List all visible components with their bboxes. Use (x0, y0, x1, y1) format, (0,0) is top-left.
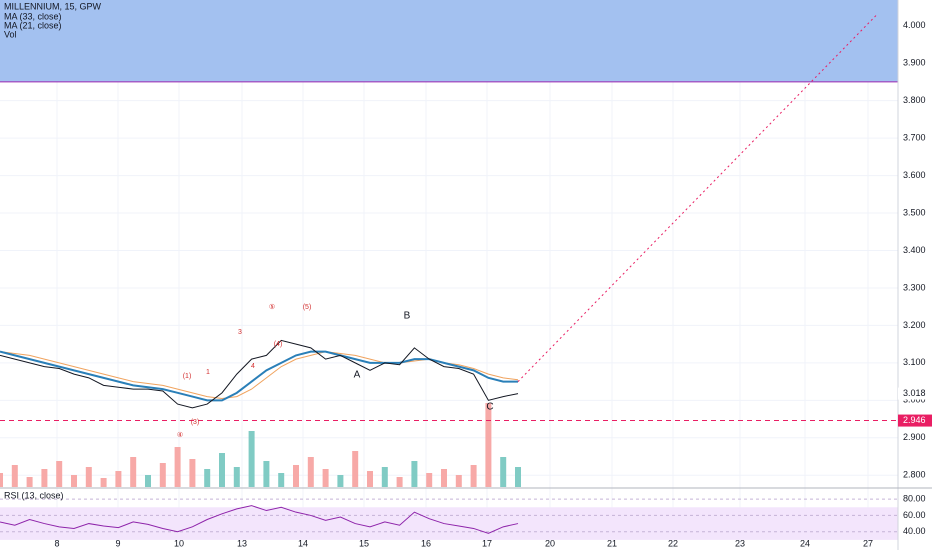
legend-ma33: MA (33, close) (4, 11, 62, 21)
last-label: 3.018 (903, 388, 926, 398)
plot (0, 0, 898, 540)
wave-label: B (404, 311, 411, 322)
rsi-title: RSI (13, close) (4, 490, 64, 500)
legend-ma21: MA (21, close) (4, 20, 62, 30)
volume-bar (441, 469, 447, 487)
x-tick-label: 10 (174, 538, 184, 548)
volume-bar (100, 478, 107, 487)
series-line (0, 339, 519, 409)
y-tick-label: 3.700 (903, 132, 926, 142)
rsi-tick-label: 40.00 (903, 526, 926, 536)
volume-bar (470, 465, 477, 487)
x-tick-label: 20 (545, 538, 555, 548)
volume-bar (248, 431, 255, 487)
volume-bar (278, 473, 285, 487)
x-tick-label: 15 (359, 538, 369, 548)
y-tick-label: 3.200 (903, 320, 926, 330)
volume-bar (307, 457, 314, 487)
x-tick-label: 14 (298, 538, 308, 548)
rsi-tick-label: 60.00 (903, 510, 926, 520)
y-tick-label: 3.800 (903, 95, 926, 105)
volume-bar (115, 471, 122, 487)
rsi-tick-label: 80.00 (903, 494, 926, 504)
wave-label: 4 (251, 363, 255, 370)
volume-bar (204, 469, 211, 487)
volume-bar (189, 459, 196, 487)
y-tick-label: 3.300 (903, 282, 926, 292)
wave-label: (3) (191, 419, 200, 426)
volume-bar (500, 457, 507, 487)
rsi-band (0, 507, 898, 540)
volume-bar (130, 457, 137, 487)
volume-bar (145, 475, 151, 487)
volume-bar (396, 477, 403, 487)
volume-bar (322, 469, 329, 487)
wave-label: ④ (177, 431, 183, 439)
volume-bar (219, 453, 225, 487)
y-tick-label: 4.000 (903, 20, 926, 30)
x-tick-label: 17 (482, 538, 492, 548)
x-tick-label: 24 (800, 538, 810, 548)
symbol-title: MILLENNIUM, 15, GPW (4, 1, 102, 11)
y-tick-label: 3.900 (903, 58, 926, 68)
wave-label: C (486, 402, 493, 413)
wave-label: A (354, 370, 361, 381)
wave-label: 1 (206, 369, 210, 376)
volume-bar (11, 465, 18, 487)
target-zone (0, 0, 898, 82)
x-tick-label: 9 (115, 538, 120, 548)
volume-bar (233, 467, 240, 487)
volume-bar (85, 467, 92, 487)
legend-vol: Vol (4, 29, 17, 39)
y-tick-label: 2.900 (903, 432, 926, 442)
volume-bar (0, 473, 3, 487)
wave-label: (5) (303, 304, 312, 311)
x-tick-label: 13 (237, 538, 247, 548)
y-tick-label: 3.500 (903, 207, 926, 217)
volume-bar (367, 471, 373, 487)
wave-label: 3 (238, 329, 242, 336)
support-label: 2.946 (903, 415, 926, 425)
y-tick-label: 3.000 (903, 395, 926, 405)
volume-bar (56, 461, 63, 487)
volume-bar (174, 447, 181, 487)
wave-label: (1) (183, 373, 192, 380)
volume-bar (515, 467, 521, 487)
x-tick-label: 27 (863, 538, 873, 548)
y-tick-label: 3.400 (903, 245, 926, 255)
x-tick-label: 23 (735, 538, 745, 548)
volume-bar (455, 475, 462, 487)
volume-bar (426, 473, 433, 487)
wave-label: (4) (274, 341, 283, 348)
y-tick-label: 3.100 (903, 357, 926, 367)
support-tag (898, 414, 932, 427)
volume-bar (411, 461, 418, 487)
y-tick-label: 3.600 (903, 170, 926, 180)
volume-bar (263, 461, 270, 487)
projection-line (517, 14, 878, 382)
volume-bar (293, 465, 299, 487)
x-tick-label: 21 (607, 538, 617, 548)
rsi-line (0, 505, 519, 534)
last-tag (898, 387, 932, 400)
volume-bar (41, 469, 48, 487)
series-line (0, 350, 518, 402)
x-tick-label: 22 (668, 538, 678, 548)
x-tick-label: 16 (421, 538, 431, 548)
volume-bar (337, 475, 344, 487)
y-tick-label: 2.800 (903, 470, 926, 480)
volume-bar (26, 477, 33, 487)
volume-bar (485, 403, 492, 487)
wave-label: ⑤ (269, 303, 275, 311)
volume-bar (71, 475, 77, 487)
x-tick-label: 8 (54, 538, 59, 548)
volume-bar (352, 451, 359, 487)
volume-bar (381, 467, 388, 487)
volume-bar (159, 463, 166, 487)
